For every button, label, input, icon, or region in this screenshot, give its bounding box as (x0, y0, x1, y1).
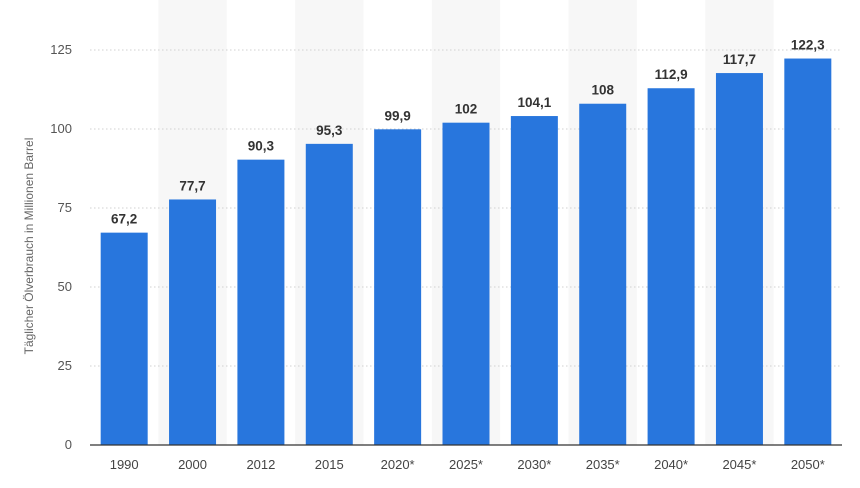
data-label: 104,1 (517, 95, 551, 110)
y-axis-title: Täglicher Ölverbrauch in Millionen Barre… (22, 138, 36, 355)
data-label: 95,3 (316, 123, 343, 138)
data-label: 117,7 (723, 52, 756, 67)
x-tick-label: 2050* (791, 457, 825, 472)
bar (510, 116, 558, 445)
bars (100, 58, 832, 446)
bar (579, 103, 627, 445)
y-tick-label: 50 (58, 279, 72, 294)
x-tick-label: 2030* (517, 457, 551, 472)
data-label: 67,2 (111, 212, 137, 227)
data-label: 102 (455, 102, 478, 117)
x-tick-label: 1990 (110, 457, 139, 472)
x-tick-label: 2025* (449, 457, 483, 472)
bar (169, 199, 217, 445)
bar (100, 232, 148, 445)
y-tick-label: 25 (58, 358, 72, 373)
bar (715, 73, 763, 446)
y-axis-ticks: 0 25 50 75 100 125 (50, 42, 72, 452)
bar (374, 129, 422, 446)
x-tick-label: 2035* (586, 457, 620, 472)
bar (647, 88, 695, 446)
bar (237, 159, 285, 446)
y-tick-label: 0 (65, 437, 72, 452)
y-tick-label: 100 (50, 121, 72, 136)
bar (784, 58, 832, 445)
x-tick-label: 2012 (246, 457, 275, 472)
x-tick-label: 2020* (381, 457, 415, 472)
y-tick-label: 125 (50, 42, 72, 57)
x-tick-label: 2015 (315, 457, 344, 472)
bar (305, 143, 353, 446)
data-label: 77,7 (179, 178, 205, 193)
data-labels: 67,2 77,7 90,3 95,3 99,9 102 104,1 108 112,9 117,… (111, 38, 825, 227)
data-label: 99,9 (384, 108, 410, 123)
bar (442, 122, 490, 446)
data-label: 108 (591, 83, 614, 98)
y-tick-label: 75 (58, 200, 72, 215)
data-label: 122,3 (791, 38, 825, 53)
x-tick-label: 2040* (654, 457, 688, 472)
x-tick-label: 2045* (722, 457, 756, 472)
x-axis-ticks: 1990 2000 2012 2015 2020* 2025* 2030* 2035* 2040… (110, 457, 825, 472)
data-label: 90,3 (248, 139, 275, 154)
data-label: 112,9 (655, 67, 688, 82)
x-tick-label: 2000 (178, 457, 207, 472)
